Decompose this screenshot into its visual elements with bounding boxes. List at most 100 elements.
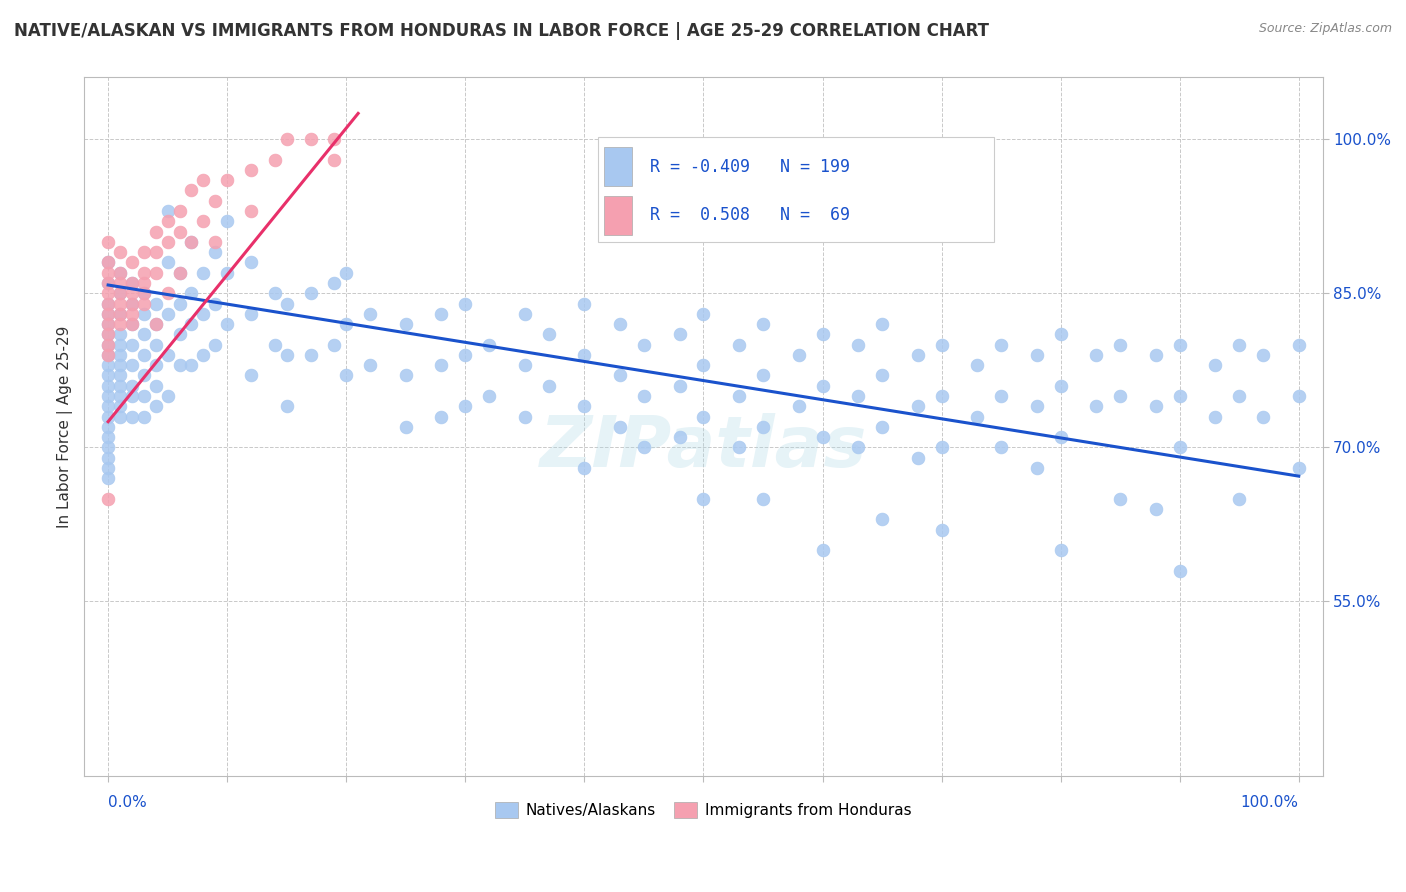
Point — [97, 450, 120, 465]
Point — [97, 430, 120, 444]
Point — [1085, 348, 1108, 362]
Point — [97, 276, 120, 290]
Point — [1168, 337, 1191, 351]
Point — [156, 286, 179, 301]
Point — [668, 327, 690, 342]
Point — [97, 317, 120, 331]
Point — [395, 317, 418, 331]
Point — [870, 512, 893, 526]
Point — [145, 358, 167, 372]
Point — [787, 348, 810, 362]
Point — [132, 286, 155, 301]
Point — [263, 153, 285, 167]
Point — [395, 419, 418, 434]
Point — [811, 543, 834, 558]
Point — [1288, 389, 1310, 403]
Text: R = -0.409   N = 199: R = -0.409 N = 199 — [650, 158, 851, 176]
Point — [108, 399, 131, 413]
Point — [108, 266, 131, 280]
Point — [811, 327, 834, 342]
Point — [574, 296, 596, 310]
Point — [169, 296, 191, 310]
Point — [1025, 461, 1047, 475]
Point — [574, 399, 596, 413]
Point — [990, 389, 1012, 403]
Point — [108, 286, 131, 301]
Point — [633, 337, 655, 351]
Point — [430, 307, 453, 321]
Point — [180, 184, 202, 198]
Point — [132, 409, 155, 424]
Point — [132, 348, 155, 362]
Point — [609, 368, 631, 383]
Point — [108, 307, 131, 321]
Point — [132, 286, 155, 301]
Point — [752, 368, 775, 383]
Point — [276, 348, 298, 362]
Point — [108, 296, 131, 310]
Point — [97, 491, 120, 506]
Point — [180, 358, 202, 372]
Point — [1288, 337, 1310, 351]
Point — [108, 358, 131, 372]
Point — [97, 389, 120, 403]
Point — [121, 307, 143, 321]
Point — [97, 296, 120, 310]
Point — [870, 317, 893, 331]
Point — [97, 255, 120, 269]
Point — [97, 296, 120, 310]
Point — [276, 399, 298, 413]
Point — [121, 389, 143, 403]
Point — [454, 296, 477, 310]
Point — [121, 276, 143, 290]
FancyBboxPatch shape — [598, 136, 994, 242]
Point — [1168, 441, 1191, 455]
Point — [204, 296, 226, 310]
Point — [156, 348, 179, 362]
Point — [335, 368, 357, 383]
Point — [263, 337, 285, 351]
Point — [752, 419, 775, 434]
Point — [1227, 491, 1250, 506]
Point — [145, 337, 167, 351]
Point — [180, 317, 202, 331]
Point — [276, 132, 298, 146]
Point — [180, 286, 202, 301]
Point — [145, 378, 167, 392]
Point — [966, 409, 988, 424]
Point — [97, 276, 120, 290]
Point — [108, 327, 131, 342]
Point — [990, 441, 1012, 455]
Point — [752, 491, 775, 506]
Point — [1049, 430, 1071, 444]
Point — [121, 255, 143, 269]
Point — [132, 327, 155, 342]
Point — [132, 389, 155, 403]
Point — [870, 368, 893, 383]
Point — [145, 317, 167, 331]
Point — [263, 286, 285, 301]
Point — [97, 348, 120, 362]
Point — [204, 235, 226, 249]
Point — [907, 399, 929, 413]
Point — [108, 389, 131, 403]
Point — [97, 368, 120, 383]
Point — [240, 368, 263, 383]
Point — [1168, 564, 1191, 578]
Point — [97, 419, 120, 434]
Point — [97, 348, 120, 362]
Point — [132, 296, 155, 310]
Point — [121, 317, 143, 331]
Point — [240, 204, 263, 219]
Point — [121, 378, 143, 392]
Point — [323, 276, 346, 290]
Point — [121, 317, 143, 331]
Point — [846, 337, 869, 351]
Point — [121, 409, 143, 424]
Point — [217, 317, 239, 331]
Point — [692, 358, 714, 372]
Point — [276, 296, 298, 310]
Point — [907, 450, 929, 465]
Point — [180, 235, 202, 249]
Legend: Natives/Alaskans, Immigrants from Honduras: Natives/Alaskans, Immigrants from Hondur… — [489, 797, 918, 824]
